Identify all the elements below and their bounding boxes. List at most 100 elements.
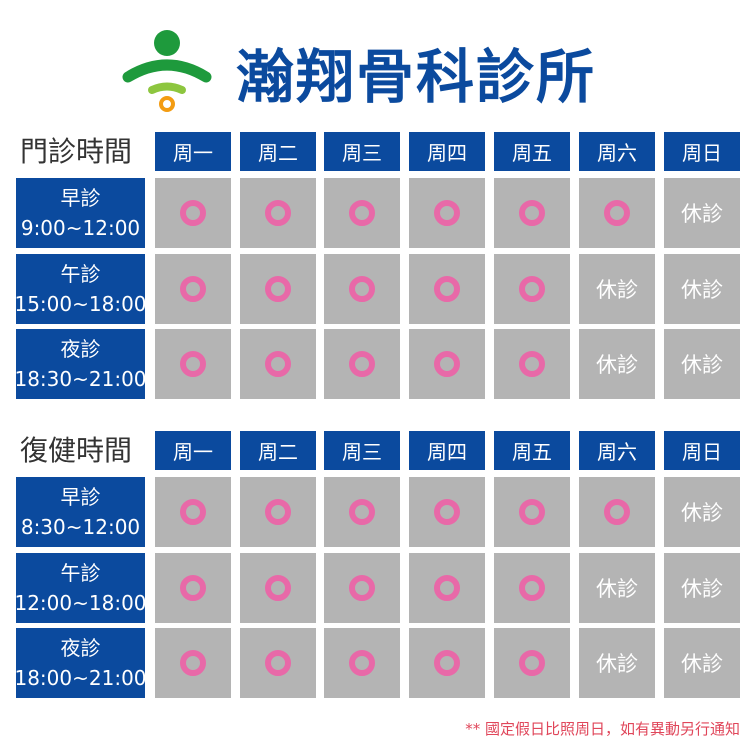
session-name: 午診 xyxy=(60,560,101,585)
day-header: 周四 xyxy=(409,431,485,470)
open-cell xyxy=(494,178,570,248)
open-cell xyxy=(240,552,316,623)
circle-icon xyxy=(265,499,291,525)
day-header: 周三 xyxy=(324,431,400,470)
open-cell xyxy=(240,477,316,547)
circle-icon xyxy=(265,200,291,226)
session-label: 夜診 18:00~21:00 xyxy=(14,628,147,698)
holiday-note: ** 國定假日比照周日，如有異動另行通知 xyxy=(465,720,740,738)
session-label: 午診 15:00~18:00 xyxy=(14,253,147,324)
open-cell xyxy=(409,329,485,399)
circle-icon xyxy=(349,351,375,377)
open-cell xyxy=(324,253,400,324)
closed-cell: 休診 xyxy=(664,552,740,623)
closed-cell: 休診 xyxy=(664,253,740,324)
circle-icon xyxy=(604,200,630,226)
session-name: 夜診 xyxy=(60,337,101,361)
day-header: 周五 xyxy=(494,431,570,470)
clinic-logo xyxy=(122,30,212,112)
circle-icon xyxy=(265,275,291,302)
circle-icon xyxy=(349,200,375,226)
circle-icon xyxy=(434,275,460,302)
session-label: 早診 9:00~12:00 xyxy=(16,178,145,248)
open-cell xyxy=(324,329,400,399)
open-cell xyxy=(579,477,655,547)
circle-icon xyxy=(519,650,545,676)
open-cell xyxy=(155,329,231,399)
open-cell xyxy=(324,552,400,623)
section-title: 復健時間 xyxy=(20,434,133,467)
closed-cell: 休診 xyxy=(579,552,655,623)
session-label: 早診 8:30~12:00 xyxy=(16,477,145,547)
day-header: 周二 xyxy=(240,431,316,470)
open-cell xyxy=(579,178,655,248)
closed-cell: 休診 xyxy=(664,477,740,547)
session-time: 8:30~12:00 xyxy=(20,515,141,539)
open-cell xyxy=(494,329,570,399)
open-cell xyxy=(324,628,400,698)
circle-icon xyxy=(180,650,206,676)
session-time: 12:00~18:00 xyxy=(14,590,147,615)
open-cell xyxy=(240,178,316,248)
open-cell xyxy=(494,477,570,547)
day-header: 周日 xyxy=(664,431,740,470)
circle-icon xyxy=(265,351,291,377)
circle-icon xyxy=(180,574,206,601)
circle-icon xyxy=(434,499,460,525)
circle-icon xyxy=(519,275,545,302)
circle-icon xyxy=(180,499,206,525)
open-cell xyxy=(240,628,316,698)
closed-cell: 休診 xyxy=(579,628,655,698)
open-cell xyxy=(409,552,485,623)
closed-cell: 休診 xyxy=(579,329,655,399)
day-header: 周六 xyxy=(579,431,655,470)
circle-icon xyxy=(434,574,460,601)
closed-cell: 休診 xyxy=(579,253,655,324)
open-cell xyxy=(240,253,316,324)
circle-icon xyxy=(349,275,375,302)
circle-icon xyxy=(349,499,375,525)
open-cell xyxy=(494,628,570,698)
session-time: 9:00~12:00 xyxy=(20,216,141,240)
circle-icon xyxy=(265,650,291,676)
closed-cell: 休診 xyxy=(664,178,740,248)
open-cell xyxy=(155,477,231,547)
circle-icon xyxy=(180,351,206,377)
circle-icon xyxy=(519,200,545,226)
circle-icon xyxy=(519,499,545,525)
session-name: 早診 xyxy=(60,485,101,509)
circle-icon xyxy=(604,499,630,525)
open-cell xyxy=(494,552,570,623)
open-cell xyxy=(324,178,400,248)
circle-icon xyxy=(349,574,375,601)
open-cell xyxy=(409,178,485,248)
session-time: 15:00~18:00 xyxy=(14,291,147,316)
session-name: 午診 xyxy=(60,261,101,286)
day-header: 周一 xyxy=(155,132,231,171)
day-header: 周六 xyxy=(579,132,655,171)
session-time: 18:30~21:00 xyxy=(14,367,147,391)
session-name: 早診 xyxy=(60,186,101,210)
circle-icon xyxy=(434,351,460,377)
session-label: 夜診 18:30~21:00 xyxy=(14,329,147,399)
open-cell xyxy=(155,253,231,324)
day-header: 周一 xyxy=(155,431,231,470)
circle-icon xyxy=(519,351,545,377)
circle-icon xyxy=(180,200,206,226)
section-title: 門診時間 xyxy=(20,135,133,168)
open-cell xyxy=(494,253,570,324)
session-time: 18:00~21:00 xyxy=(14,666,147,690)
day-header: 周三 xyxy=(324,132,400,171)
session-name: 夜診 xyxy=(60,636,101,660)
day-header: 周日 xyxy=(664,132,740,171)
circle-icon xyxy=(265,574,291,601)
circle-icon xyxy=(434,200,460,226)
session-label: 午診 12:00~18:00 xyxy=(14,552,147,623)
open-cell xyxy=(409,477,485,547)
circle-icon xyxy=(519,574,545,601)
closed-cell: 休診 xyxy=(664,628,740,698)
open-cell xyxy=(409,628,485,698)
open-cell xyxy=(240,329,316,399)
day-header: 周二 xyxy=(240,132,316,171)
circle-icon xyxy=(180,275,206,302)
